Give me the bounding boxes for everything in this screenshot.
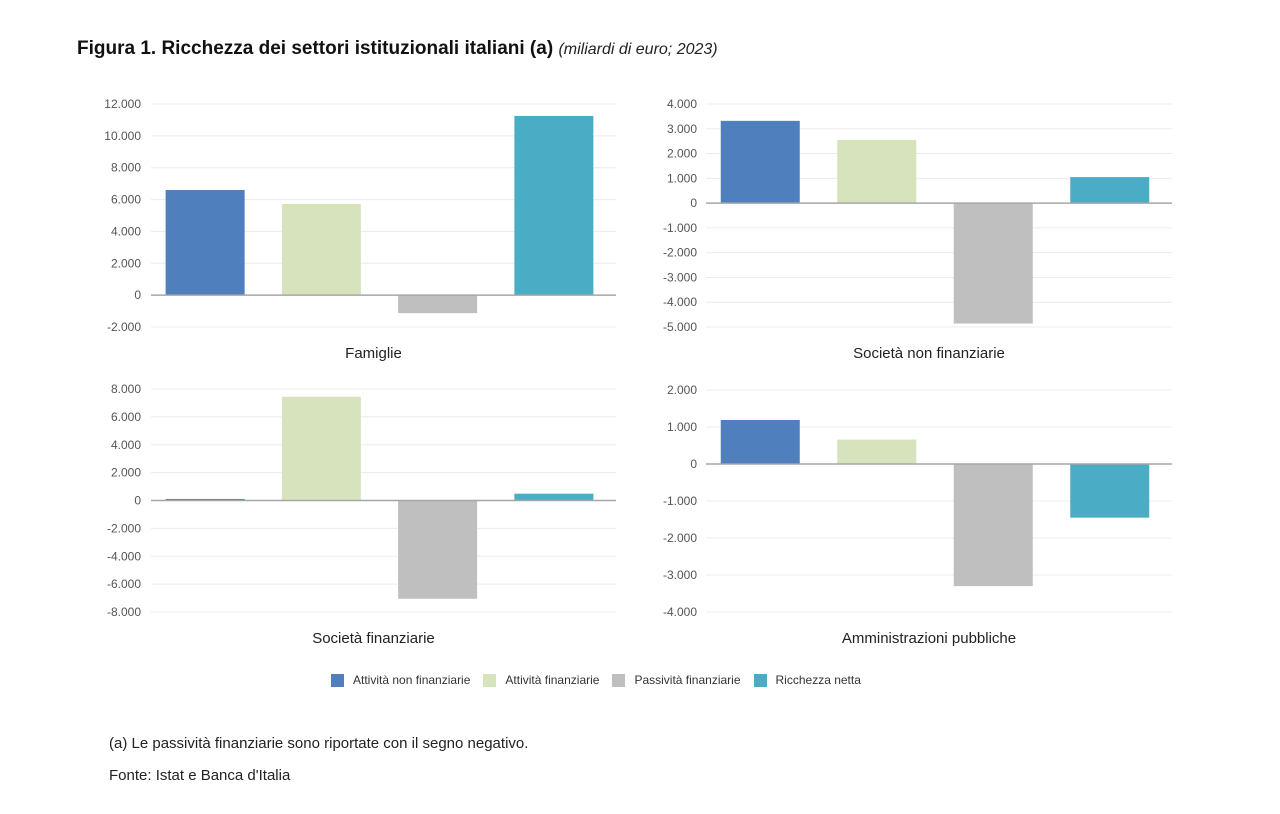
legend-label: Attività finanziarie bbox=[505, 673, 600, 687]
y-tick-label: 2.000 bbox=[111, 466, 141, 480]
y-tick-label: 0 bbox=[134, 288, 141, 302]
footnote: (a) Le passività finanziarie sono riport… bbox=[109, 735, 529, 752]
legend-item: Attività finanziarie bbox=[483, 673, 599, 687]
y-tick-label: -2.000 bbox=[663, 246, 697, 260]
y-tick-label: -2.000 bbox=[107, 521, 141, 535]
y-tick-label: 4.000 bbox=[667, 97, 697, 111]
bar-passivita-finanziarie bbox=[398, 500, 478, 599]
legend-item: Passività finanziarie bbox=[612, 673, 741, 687]
bar-attivita-non-finanziarie bbox=[165, 190, 245, 296]
y-tick-label: -4.000 bbox=[663, 605, 697, 619]
bar-ricchezza-netta bbox=[1070, 177, 1150, 204]
y-tick-label: 1.000 bbox=[667, 420, 697, 434]
bar-ricchezza-netta bbox=[514, 115, 594, 296]
y-tick-label: -1.000 bbox=[663, 221, 697, 235]
y-tick-label: 2.000 bbox=[667, 383, 697, 397]
y-tick-label: 4.000 bbox=[111, 438, 141, 452]
y-tick-label: -3.000 bbox=[663, 568, 697, 582]
y-tick-label: 12.000 bbox=[104, 97, 141, 111]
y-tick-label: 3.000 bbox=[667, 122, 697, 136]
bar-attivita-non-finanziarie bbox=[165, 498, 245, 501]
y-tick-label: -2.000 bbox=[663, 531, 697, 545]
panel-title: Famiglie bbox=[345, 345, 402, 362]
bar-attivita-finanziarie bbox=[837, 139, 917, 204]
figure-title: Figura 1. Ricchezza dei settori istituzi… bbox=[77, 38, 718, 60]
legend-swatch-attivita-finanziarie bbox=[483, 673, 497, 687]
bar-attivita-finanziarie bbox=[281, 396, 361, 501]
legend-swatch-passivita-finanziarie bbox=[612, 673, 626, 687]
y-tick-label: 0 bbox=[690, 196, 697, 210]
y-tick-label: 0 bbox=[134, 494, 141, 508]
legend-label: Ricchezza netta bbox=[775, 673, 861, 687]
y-tick-label: 4.000 bbox=[111, 224, 141, 238]
legend-swatch-ricchezza-netta bbox=[753, 673, 767, 687]
y-tick-label: 6.000 bbox=[111, 193, 141, 207]
y-tick-label: 2.000 bbox=[667, 147, 697, 161]
y-tick-label: -6.000 bbox=[107, 577, 141, 591]
y-tick-label: 6.000 bbox=[111, 410, 141, 424]
panel-amministrazioni-pubbliche: 2.000 1.000 0 -1.000 -2.000 -3.000 -4.000 Ammin… bbox=[663, 383, 1172, 647]
y-tick-label: 1.000 bbox=[667, 171, 697, 185]
y-tick-label: -4.000 bbox=[663, 295, 697, 309]
y-tick-label: -1.000 bbox=[663, 494, 697, 508]
bar-ricchezza-netta bbox=[514, 493, 594, 501]
legend-item: Ricchezza netta bbox=[753, 673, 861, 687]
y-tick-label: -4.000 bbox=[107, 549, 141, 563]
panel-title: Società finanziarie bbox=[312, 630, 435, 647]
panel-title: Società non finanziarie bbox=[853, 345, 1005, 362]
panel-societa-finanziarie: 8.000 6.000 4.000 2.000 0 -2.000 -4.000 -6.000 -… bbox=[107, 382, 616, 647]
y-tick-label: 10.000 bbox=[104, 129, 141, 143]
y-tick-label: -3.000 bbox=[663, 270, 697, 284]
y-tick-label: -2.000 bbox=[107, 320, 141, 334]
figure-title-main: Figura 1. Ricchezza dei settori istituzi… bbox=[77, 38, 554, 59]
y-tick-label: 0 bbox=[690, 457, 697, 471]
y-tick-label: -8.000 bbox=[107, 605, 141, 619]
figure-title-unit: (miliardi di euro; 2023) bbox=[558, 41, 718, 58]
y-tick-label: -5.000 bbox=[663, 320, 697, 334]
panel-societa-non-finanziarie: 4.000 3.000 2.000 1.000 0 -1.000 -2.000 -3.000 -… bbox=[663, 97, 1172, 362]
bar-passivita-finanziarie bbox=[953, 203, 1033, 324]
bar-passivita-finanziarie bbox=[398, 295, 478, 314]
bar-attivita-non-finanziarie bbox=[720, 120, 800, 204]
y-tick-label: 8.000 bbox=[111, 161, 141, 175]
y-tick-label: 2.000 bbox=[111, 256, 141, 270]
bar-attivita-finanziarie bbox=[837, 439, 917, 464]
bar-ricchezza-netta bbox=[1070, 464, 1150, 518]
legend-label: Attività non finanziarie bbox=[353, 673, 471, 687]
legend: Attività non finanziarie Attività finanz… bbox=[331, 673, 874, 687]
legend-item: Attività non finanziarie bbox=[331, 673, 470, 687]
bar-passivita-finanziarie bbox=[953, 464, 1033, 587]
bar-attivita-finanziarie bbox=[281, 204, 361, 296]
panel-title: Amministrazioni pubbliche bbox=[842, 630, 1016, 647]
legend-label: Passività finanziarie bbox=[634, 673, 741, 687]
bar-attivita-non-finanziarie bbox=[720, 419, 800, 464]
y-tick-label: 8.000 bbox=[111, 382, 141, 396]
panel-famiglie: 12.000 10.000 8.000 6.000 4.000 2.000 0 -2.000 F… bbox=[104, 97, 616, 362]
legend-swatch-attivita-non-finanziarie bbox=[331, 673, 344, 687]
source-note: Fonte: Istat e Banca d'Italia bbox=[109, 767, 291, 784]
